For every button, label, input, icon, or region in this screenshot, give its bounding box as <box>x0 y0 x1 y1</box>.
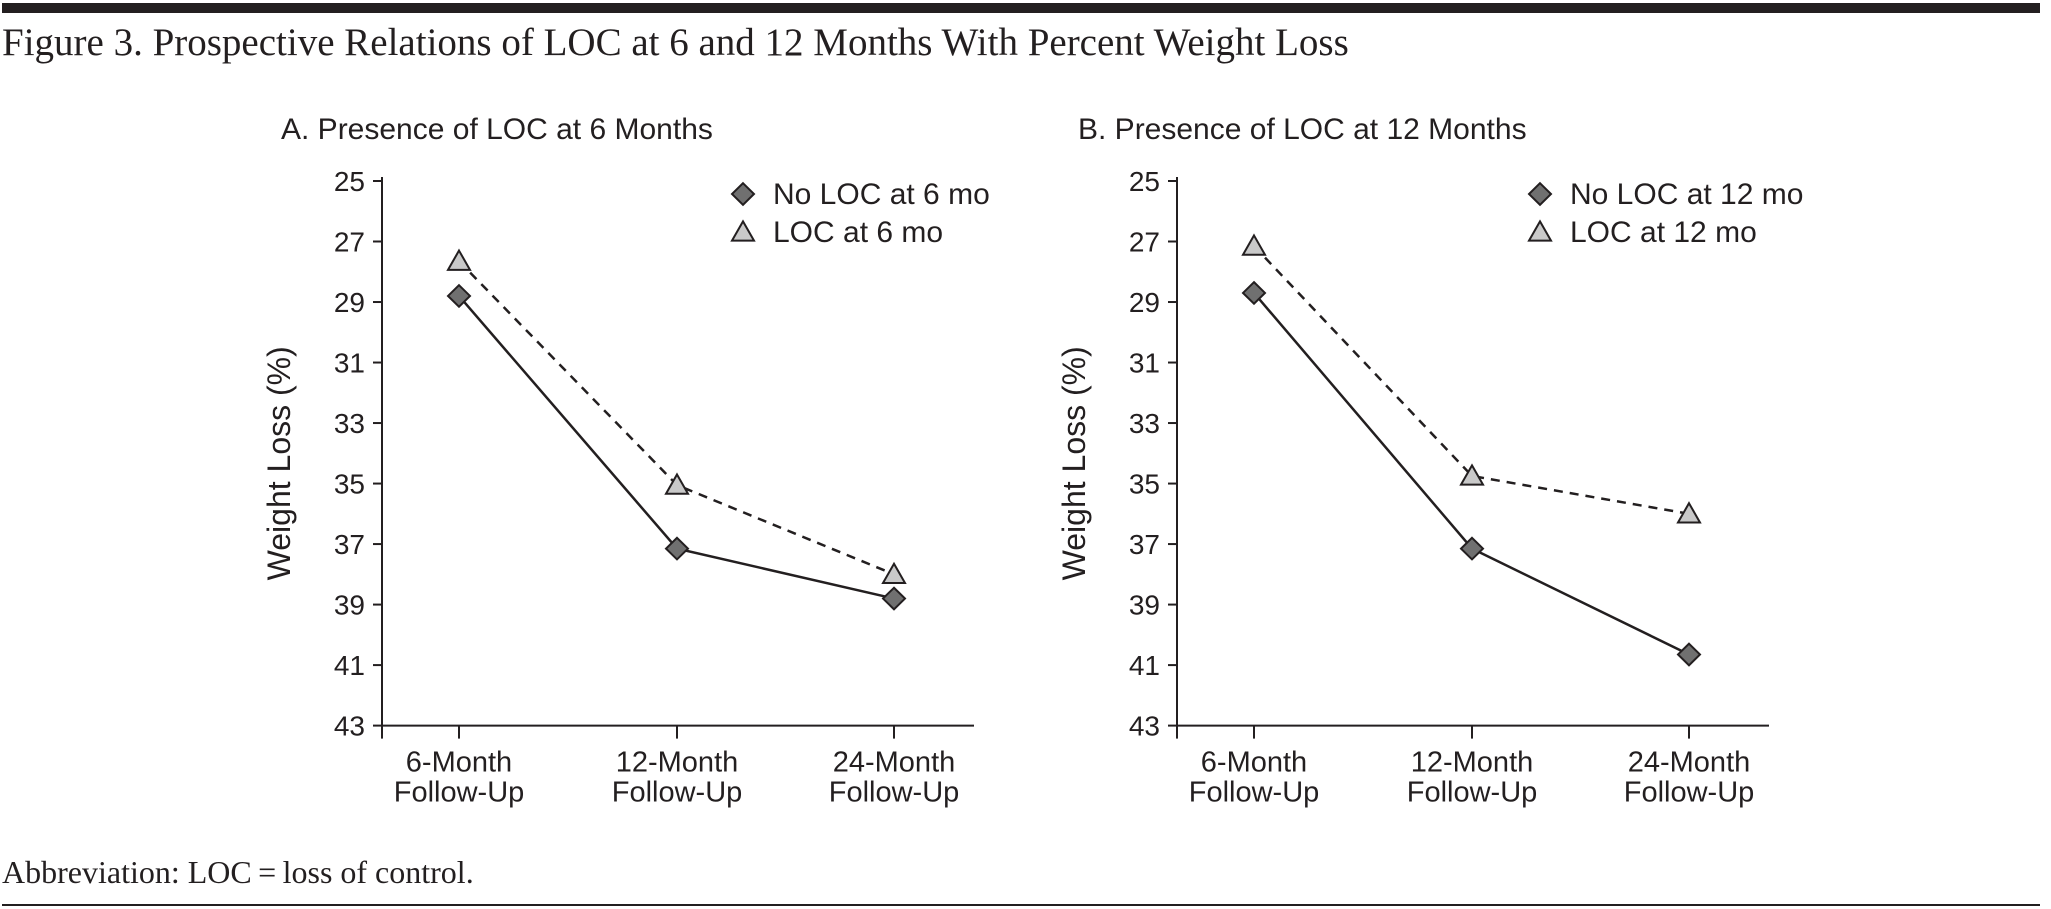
svg-text:6-Month: 6-Month <box>406 747 512 779</box>
svg-text:12-Month: 12-Month <box>1411 747 1534 779</box>
svg-text:31: 31 <box>334 348 365 379</box>
svg-text:B. Presence of LOC at 12 Month: B. Presence of LOC at 12 Months <box>1078 113 1527 146</box>
svg-text:LOC at 12 mo: LOC at 12 mo <box>1570 216 1757 249</box>
svg-text:39: 39 <box>1129 590 1160 621</box>
svg-text:35: 35 <box>1129 469 1160 500</box>
svg-text:Follow-Up: Follow-Up <box>829 777 960 809</box>
svg-text:24-Month: 24-Month <box>1628 747 1751 779</box>
svg-text:Follow-Up: Follow-Up <box>612 777 743 809</box>
svg-text:LOC at 6 mo: LOC at 6 mo <box>773 216 943 249</box>
svg-text:No LOC at 12 mo: No LOC at 12 mo <box>1570 178 1803 211</box>
svg-text:41: 41 <box>334 650 365 681</box>
svg-text:25: 25 <box>334 166 365 197</box>
svg-text:6-Month: 6-Month <box>1201 747 1307 779</box>
svg-text:Weight Loss (%): Weight Loss (%) <box>1056 346 1092 580</box>
svg-text:39: 39 <box>334 590 365 621</box>
svg-text:33: 33 <box>1129 408 1160 439</box>
svg-text:Follow-Up: Follow-Up <box>1624 777 1755 809</box>
svg-text:43: 43 <box>1129 711 1160 742</box>
svg-text:43: 43 <box>334 711 365 742</box>
svg-text:33: 33 <box>334 408 365 439</box>
svg-text:29: 29 <box>334 287 365 318</box>
svg-text:35: 35 <box>334 469 365 500</box>
svg-text:25: 25 <box>1129 166 1160 197</box>
svg-text:24-Month: 24-Month <box>833 747 956 779</box>
svg-text:29: 29 <box>1129 287 1160 318</box>
svg-text:27: 27 <box>334 227 365 258</box>
svg-text:No LOC at 6 mo: No LOC at 6 mo <box>773 178 990 211</box>
svg-text:37: 37 <box>334 529 365 560</box>
svg-text:41: 41 <box>1129 650 1160 681</box>
svg-text:37: 37 <box>1129 529 1160 560</box>
svg-text:A. Presence of LOC at 6 Months: A. Presence of LOC at 6 Months <box>281 113 713 146</box>
svg-text:31: 31 <box>1129 348 1160 379</box>
svg-text:27: 27 <box>1129 227 1160 258</box>
svg-text:Weight Loss (%): Weight Loss (%) <box>261 346 297 580</box>
svg-text:12-Month: 12-Month <box>616 747 739 779</box>
svg-text:Follow-Up: Follow-Up <box>1189 777 1320 809</box>
svg-text:Follow-Up: Follow-Up <box>394 777 525 809</box>
svg-text:Follow-Up: Follow-Up <box>1407 777 1538 809</box>
